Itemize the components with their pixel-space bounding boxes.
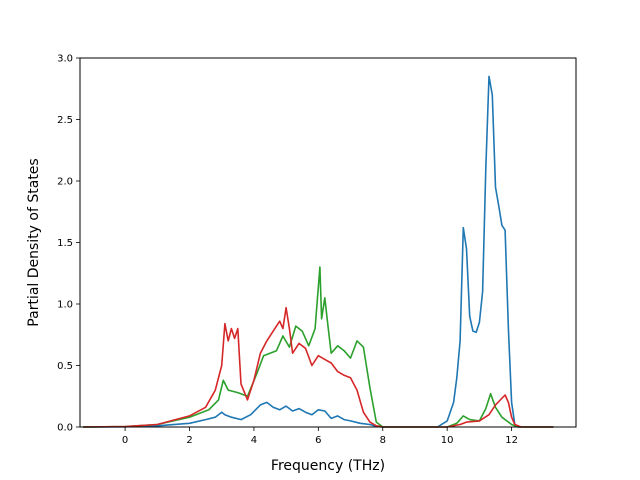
y-tick-label: 2.0 [57,177,73,188]
x-tick-label: 12 [505,435,518,446]
x-tick-label: 10 [441,435,454,446]
x-tick-label: 6 [315,435,321,446]
x-tick-label: 4 [251,435,257,446]
y-tick-label: 1.5 [57,238,73,249]
x-tick-label: 8 [380,435,386,446]
y-tick-label: 0.0 [57,423,73,434]
y-axis: 0.0 0.5 1.0 1.5 2.0 2.5 3.0 [57,54,80,434]
y-tick-label: 1.0 [57,300,73,311]
y-tick-label: 3.0 [57,54,73,65]
series-layer [83,75,554,428]
x-tick-label: 2 [186,435,192,446]
y-tick-label: 0.5 [57,361,73,372]
plot-frame [79,57,577,428]
series-line-2 [83,266,554,428]
x-axis: 0 2 4 6 8 10 12 [122,427,518,446]
y-tick-label: 2.5 [57,115,73,126]
x-tick-label: 0 [122,435,128,446]
series-line-1 [83,75,554,428]
x-axis-title: Frequency (THz) [271,458,385,474]
series-line-3 [83,306,554,428]
y-axis-title: Partial Density of States [26,158,42,326]
